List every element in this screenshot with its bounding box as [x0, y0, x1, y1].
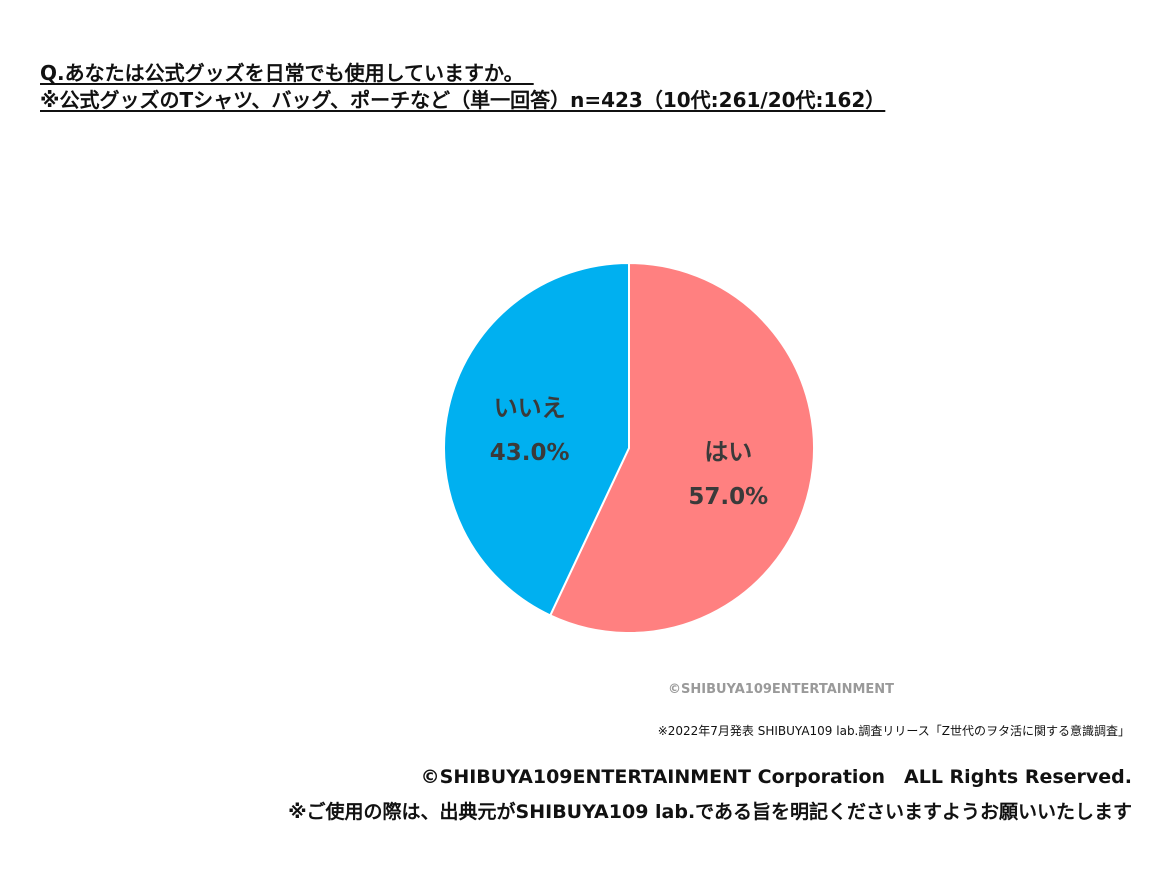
- source-note: ※2022年7月発表 SHIBUYA109 lab.調査リリース「Z世代のヲタ活…: [657, 724, 1130, 738]
- usage-note: ※ご使用の際は、出典元がSHIBUYA109 lab.である旨を明記くださいます…: [288, 801, 1132, 823]
- question-text: Q.あなたは公式グッズを日常でも使用していますか。_: [40, 61, 534, 85]
- slice-value-no: 43.0%: [490, 440, 570, 466]
- chart-title: Q.あなたは公式グッズを日常でも使用していますか。_ ※公式グッズのTシャツ、バ…: [40, 60, 885, 114]
- question-note: ※公式グッズのTシャツ、バッグ、ポーチなど（単一回答）n=423（10代:261…: [40, 88, 886, 112]
- watermark: ©SHIBUYA109ENTERTAINMENT: [668, 682, 895, 697]
- copyright-text: ©SHIBUYA109ENTERTAINMENT Corporation ALL…: [420, 766, 1132, 788]
- slice-label-yes: はい: [704, 438, 752, 466]
- pie-slice-no: [443, 261, 630, 617]
- slice-label-no: いいえ: [494, 394, 566, 422]
- pie-slice-yes: [548, 261, 815, 634]
- slice-value-yes: 57.0%: [688, 484, 768, 510]
